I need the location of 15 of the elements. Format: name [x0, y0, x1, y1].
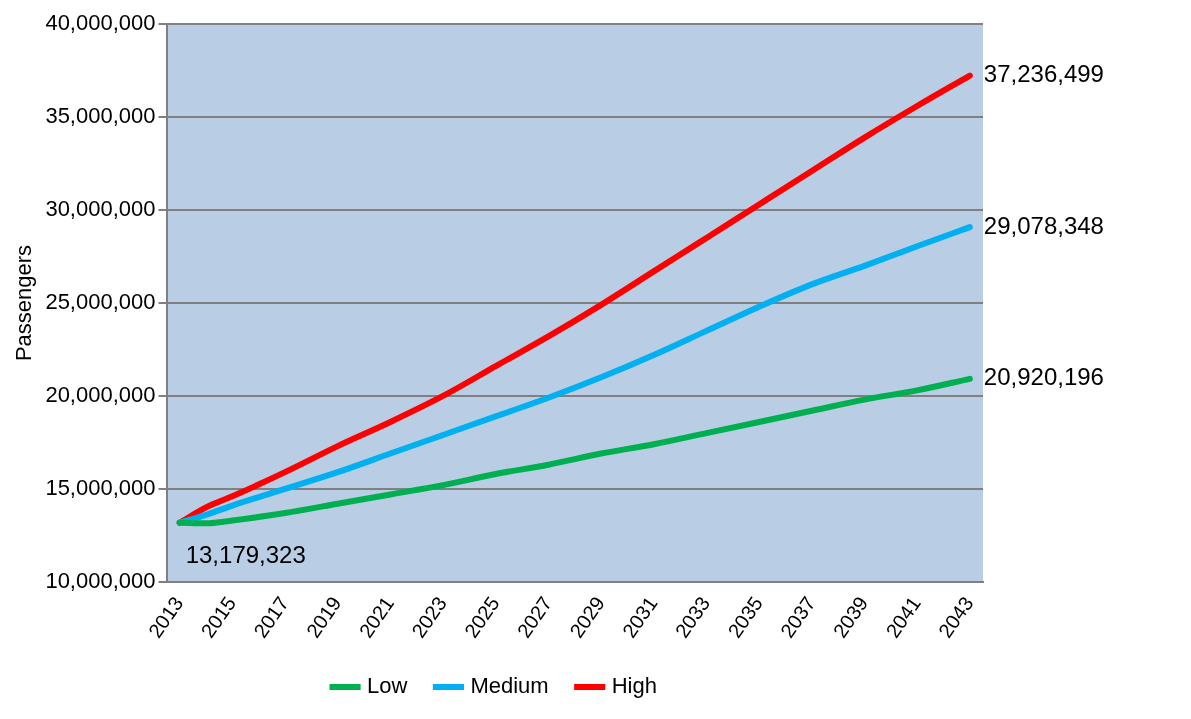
y-tick-label: 35,000,000 — [45, 103, 156, 129]
data-label: 13,179,323 — [185, 541, 306, 569]
data-label: 29,078,348 — [983, 211, 1104, 239]
y-tick-label: 10,000,000 — [45, 567, 156, 593]
y-tick-label: 15,000,000 — [45, 474, 156, 500]
data-label: 20,920,196 — [983, 363, 1104, 391]
y-tick-label: 20,000,000 — [45, 381, 156, 407]
legend-label: High — [611, 673, 657, 699]
y-tick-label: 40,000,000 — [45, 10, 156, 36]
data-label: 37,236,499 — [983, 60, 1104, 88]
legend-label: Low — [367, 673, 408, 699]
y-tick-label: 30,000,000 — [45, 196, 156, 222]
legend-label: Medium — [470, 673, 549, 699]
y-axis-title: Passengers — [11, 244, 37, 362]
y-tick-label: 25,000,000 — [45, 289, 156, 315]
